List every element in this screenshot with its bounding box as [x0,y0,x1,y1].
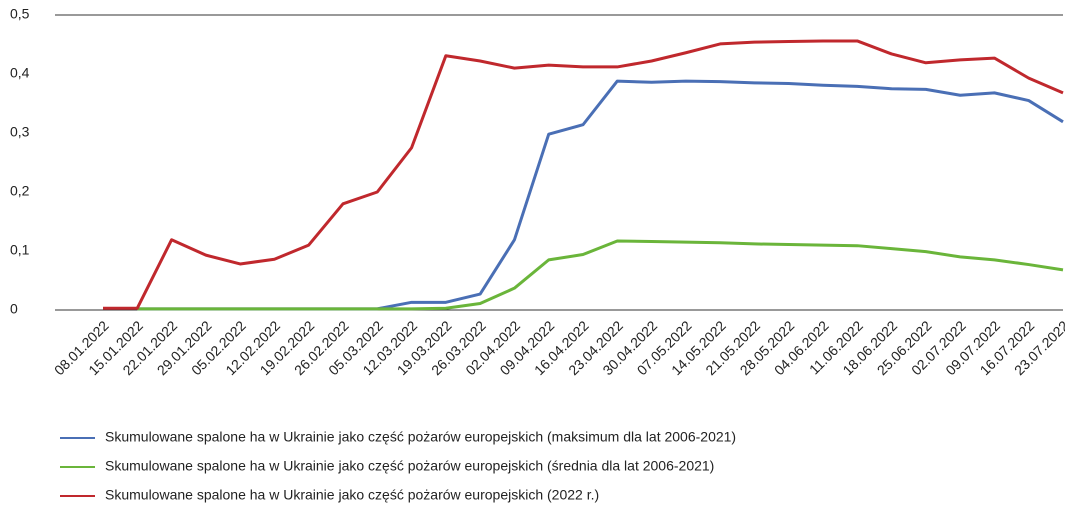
series-line [137,239,1064,311]
y-tick-label: 0,4 [10,65,30,81]
legend-label: Skumulowane spalone ha w Ukrainie jako c… [105,458,714,474]
series-line [137,79,1064,311]
y-tick-label: 0,3 [10,124,30,140]
y-tick-label: 0,2 [10,183,30,199]
legend-label: Skumulowane spalone ha w Ukrainie jako c… [105,429,736,445]
y-tick-label: 0,5 [10,6,30,22]
y-tick-label: 0,1 [10,242,30,258]
legend-label: Skumulowane spalone ha w Ukrainie jako c… [105,487,599,503]
series-line [103,39,1064,310]
y-tick-label: 0 [10,301,18,317]
